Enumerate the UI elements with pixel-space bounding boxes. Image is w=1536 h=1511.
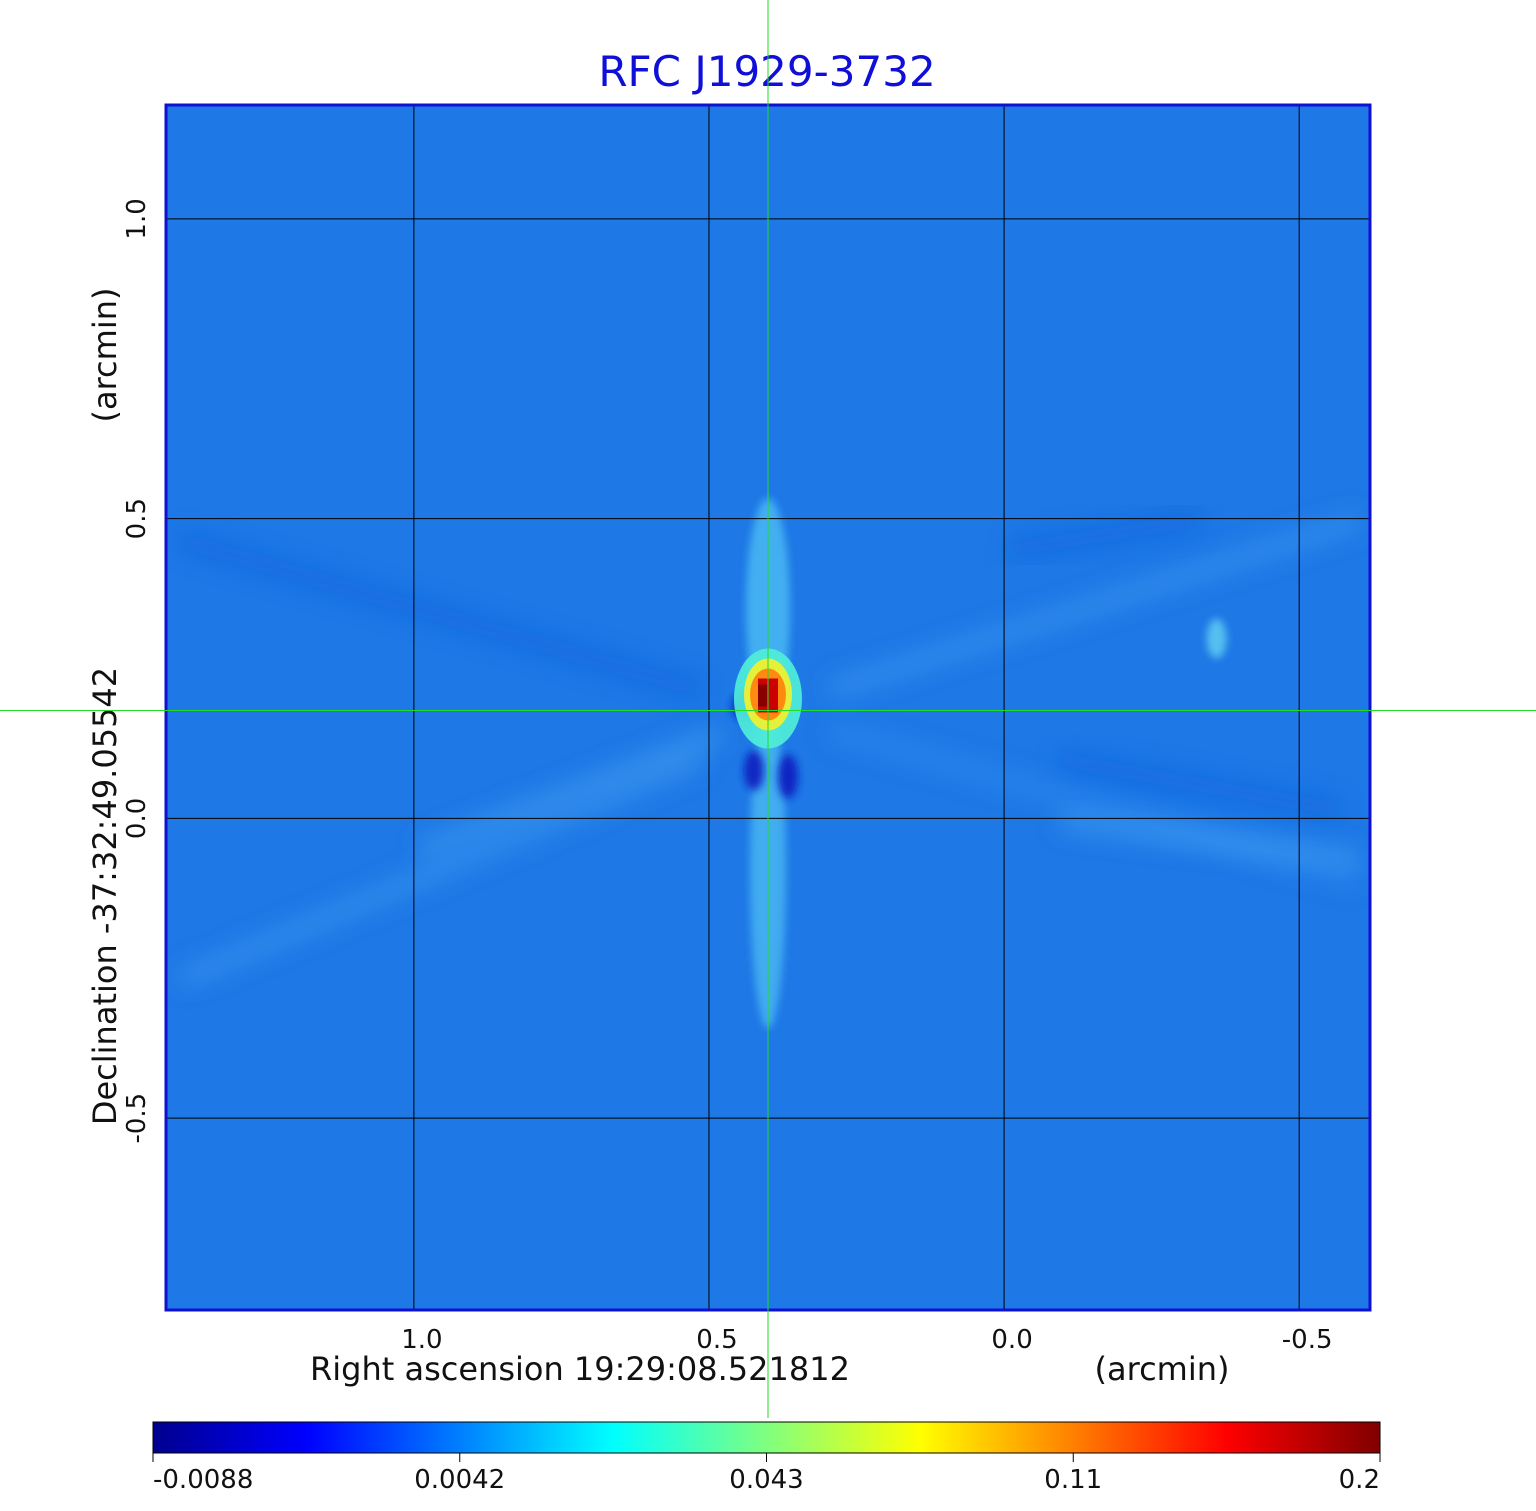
image-streak [176, 751, 704, 989]
source-peak-core [758, 684, 767, 707]
chart-title: RFC J1929-3732 [598, 47, 935, 96]
y-axis-unit: (arcmin) [86, 288, 124, 423]
colorbar: -0.0088 0.0042 0.043 0.11 0.2 [152, 1421, 1381, 1495]
image-streak [1058, 751, 1342, 819]
colorbar-tick-label: 0.0042 [414, 1465, 505, 1495]
colorbar-gradient [152, 1421, 1381, 1454]
colorbar-tick-label: -0.0088 [153, 1465, 253, 1495]
colorbar-tick-label: 0.11 [1044, 1465, 1102, 1495]
y-tick-label: 0.0 [122, 798, 152, 839]
crosshair [0, 0, 1536, 1418]
y-tick-label: -0.5 [122, 1093, 152, 1144]
x-tick-label: 1.0 [401, 1325, 442, 1355]
negative-lobe [744, 750, 764, 791]
x-tick-label: -0.5 [1282, 1325, 1333, 1355]
negative-lobe [778, 754, 798, 799]
colorbar-tick-label: 0.2 [1339, 1465, 1380, 1495]
x-tick-label: 0.5 [696, 1325, 737, 1355]
image-streak [1058, 811, 1362, 869]
x-axis-label: Right ascension 19:29:08.521812 [310, 1350, 850, 1388]
y-tick-label: 1.0 [122, 198, 152, 239]
image-streak [177, 531, 703, 699]
colorbar-tick-label: 0.043 [729, 1465, 803, 1495]
secondary-source [1206, 618, 1227, 659]
x-axis-unit: (arcmin) [1095, 1350, 1230, 1388]
x-tick-label: 0.0 [991, 1325, 1032, 1355]
y-axis-label: Declination -37:32:49.05542 [86, 667, 124, 1125]
image-streak [1008, 511, 1202, 559]
y-tick-labels: 1.0 0.5 0.0 -0.5 [122, 198, 152, 1143]
colorbar-tick-labels: -0.0088 0.0042 0.043 0.11 0.2 [152, 1453, 1381, 1495]
image-streak [416, 726, 724, 859]
y-tick-label: 0.5 [122, 498, 152, 539]
x-tick-labels: 1.0 0.5 0.0 -0.5 [401, 1325, 1332, 1355]
image-streak [827, 511, 1363, 699]
